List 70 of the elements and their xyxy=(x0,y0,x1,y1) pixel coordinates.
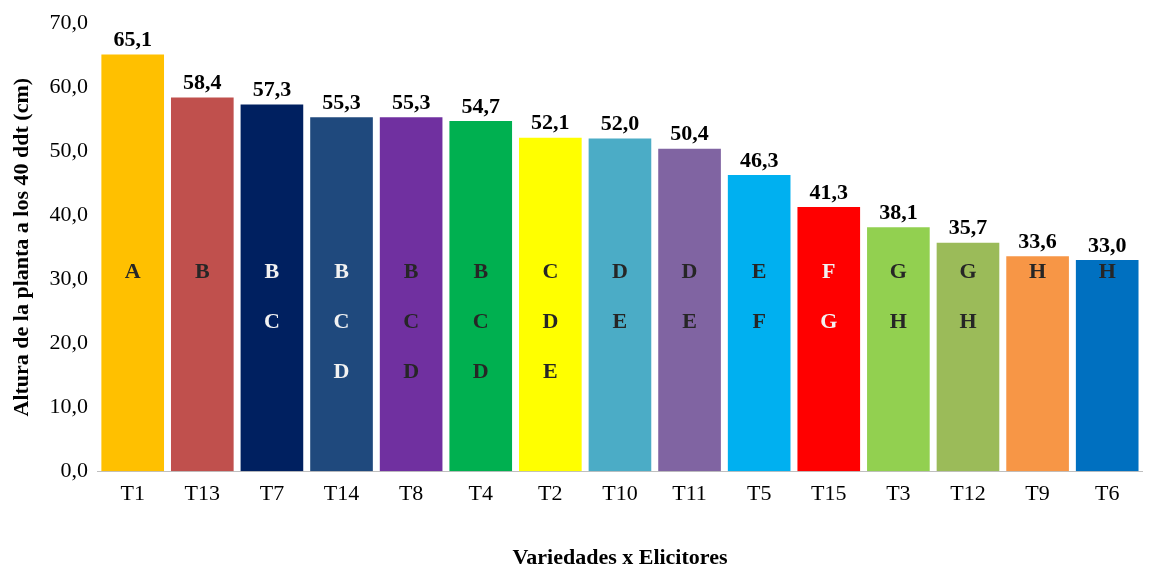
y-tick-label: 10,0 xyxy=(49,392,88,418)
annotation: G H xyxy=(959,258,977,334)
annotation: C D E xyxy=(542,258,559,384)
bar xyxy=(936,242,1000,472)
x-tick-label: T12 xyxy=(950,480,986,506)
y-tick-label: 40,0 xyxy=(49,200,88,226)
y-tick-label: 60,0 xyxy=(49,72,88,98)
x-tick-label: T6 xyxy=(1094,480,1120,506)
x-tick-label: T8 xyxy=(398,480,424,506)
bar xyxy=(867,227,930,472)
annotation: H xyxy=(1029,258,1047,284)
data-label: 55,3 xyxy=(322,88,361,114)
data-label: 55,3 xyxy=(391,88,431,114)
data-label: 38,1 xyxy=(879,199,918,225)
data-label: 52,1 xyxy=(531,109,570,135)
bar xyxy=(449,121,513,472)
x-tick-label: T3 xyxy=(886,480,911,506)
data-label: 33,6 xyxy=(1018,227,1057,253)
bar xyxy=(1006,256,1069,472)
bar xyxy=(170,97,234,472)
x-tick-label: T5 xyxy=(746,480,772,506)
data-label: 52,0 xyxy=(600,110,640,136)
annotation: E F xyxy=(751,258,767,334)
y-tick-label: 30,0 xyxy=(49,264,88,290)
y-axis-title: Altura de la planta a los 40 ddt (cm) xyxy=(7,77,33,417)
x-tick-label: T1 xyxy=(120,480,145,506)
annotation: B xyxy=(194,258,210,284)
annotation: F G xyxy=(820,258,838,334)
x-tick-label: T14 xyxy=(323,480,360,506)
annotation: B C D xyxy=(333,258,350,384)
bar xyxy=(727,174,791,472)
x-tick-label: T9 xyxy=(1025,480,1050,506)
bar xyxy=(240,104,304,472)
bar xyxy=(1075,260,1139,472)
data-label: 58,4 xyxy=(183,69,222,95)
x-tick-label: T13 xyxy=(184,480,221,506)
x-tick-label: T2 xyxy=(538,480,563,506)
bar xyxy=(310,117,373,472)
y-tick-label: 0,0 xyxy=(60,456,88,482)
annotation: B C D xyxy=(472,258,489,384)
annotation: B C xyxy=(263,258,280,334)
bar xyxy=(588,138,652,472)
data-label: 50,4 xyxy=(670,120,709,146)
data-label: 57,3 xyxy=(252,76,292,102)
x-tick-label: T11 xyxy=(672,480,707,506)
data-label: 35,7 xyxy=(948,214,988,240)
bar xyxy=(379,117,443,472)
data-label: 41,3 xyxy=(809,178,849,204)
y-tick-label: 50,0 xyxy=(49,136,88,162)
annotation: B C D xyxy=(403,258,420,384)
x-tick-label: T10 xyxy=(602,480,638,506)
bar xyxy=(658,148,721,472)
data-label: 54,7 xyxy=(461,92,500,118)
data-label: 65,1 xyxy=(113,26,152,52)
annotation: A xyxy=(124,258,141,284)
bar xyxy=(101,54,165,472)
y-tick-label: 20,0 xyxy=(49,328,88,354)
annotation: H xyxy=(1098,258,1116,284)
data-label: 33,0 xyxy=(1087,231,1127,257)
annotation: G H xyxy=(889,258,907,334)
bar xyxy=(519,137,582,472)
annotation: D E xyxy=(612,258,628,334)
bar xyxy=(797,206,861,472)
annotation: D E xyxy=(681,258,698,334)
x-tick-label: T4 xyxy=(468,480,493,506)
x-tick-label: T7 xyxy=(259,480,285,506)
data-label: 46,3 xyxy=(739,146,779,172)
x-axis-title: Variedades x Elicitores xyxy=(512,544,728,570)
y-tick-label: 70,0 xyxy=(49,8,88,34)
x-tick-label: T15 xyxy=(811,480,847,506)
